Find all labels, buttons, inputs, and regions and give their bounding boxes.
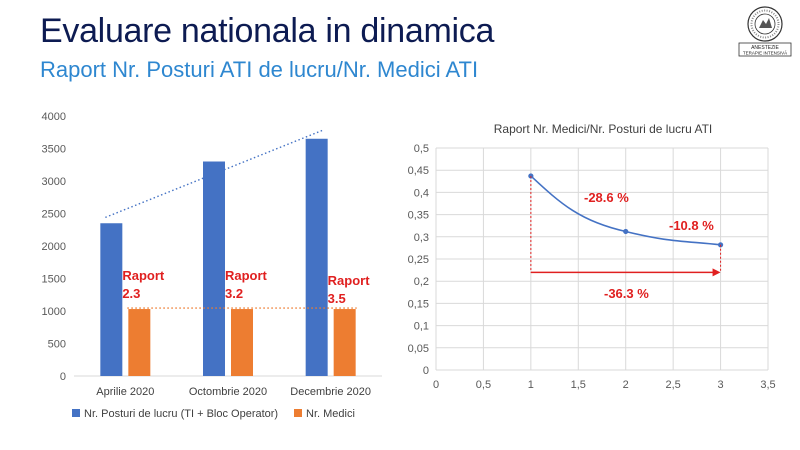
- y-tick-label: 0: [60, 371, 66, 383]
- y-tick-label: 0,5: [414, 143, 429, 155]
- annotation-value: 3.2: [225, 286, 243, 301]
- y-tick-label: 1500: [42, 274, 66, 286]
- arrow-head: [712, 268, 721, 277]
- y-tick-label: 2500: [42, 209, 66, 221]
- x-tick-label: 1: [528, 379, 534, 391]
- y-tick-label: 0,45: [408, 165, 429, 177]
- logo-line1: ANESTEZIE: [751, 45, 779, 51]
- annotation-change-total: -36.3 %: [604, 286, 649, 301]
- society-logo: ANESTEZIE TERAPIE INTENSIVĂ: [738, 6, 792, 57]
- x-tick-label: 3,5: [760, 379, 775, 391]
- bar-posturi: [305, 138, 328, 376]
- y-tick-label: 0,35: [408, 210, 429, 222]
- y-tick-label: 4000: [42, 111, 66, 123]
- y-tick-label: 0,3: [414, 232, 429, 244]
- y-tick-label: 0,25: [408, 254, 429, 266]
- annotation-value: 3.5: [328, 291, 346, 306]
- y-tick-label: 0,05: [408, 343, 429, 355]
- line-chart: Raport Nr. Medici/Nr. Posturi de lucru A…: [408, 122, 776, 391]
- x-tick-label: 1,5: [571, 379, 586, 391]
- legend-label: Nr. Medici: [306, 408, 355, 420]
- annotation-change-2: -10.8 %: [669, 218, 714, 233]
- x-tick-label: 3: [718, 379, 724, 391]
- annotation-change-1: -28.6 %: [584, 190, 629, 205]
- annotation-label: Raport: [225, 268, 268, 283]
- annotation-label: Raport: [122, 268, 165, 283]
- legend-label: Nr. Posturi de lucru (TI + Bloc Operator…: [84, 408, 278, 420]
- slide-title: Evaluare nationala in dinamica: [40, 12, 495, 50]
- y-tick-label: 3500: [42, 144, 66, 156]
- annotation-value: 2.3: [122, 286, 140, 301]
- legend-swatch: [72, 409, 80, 417]
- y-tick-label: 0,2: [414, 276, 429, 288]
- x-tick-label: 0: [433, 379, 439, 391]
- y-tick-label: 0,1: [414, 321, 429, 333]
- data-point: [717, 242, 724, 248]
- y-tick-label: 0,4: [414, 187, 429, 199]
- y-tick-label: 0,15: [408, 298, 429, 310]
- bar-medici: [128, 309, 151, 376]
- data-point: [623, 228, 629, 235]
- y-tick-label: 3000: [42, 176, 66, 188]
- slide-subtitle: Raport Nr. Posturi ATI de lucru/Nr. Medi…: [40, 57, 479, 82]
- line-chart-title: Raport Nr. Medici/Nr. Posturi de lucru A…: [494, 122, 713, 136]
- x-tick-label: 2: [623, 379, 629, 391]
- annotation-label: Raport: [328, 273, 371, 288]
- x-tick-label: 2,5: [665, 379, 680, 391]
- y-tick-label: 1000: [42, 306, 66, 318]
- bar-chart: 0 500 1000 1500 2000 2500 3000 3500 4000 Aprilie …: [42, 111, 382, 420]
- logo-line2: TERAPIE INTENSIVĂ: [743, 50, 787, 56]
- legend-swatch: [294, 409, 302, 417]
- x-tick-label: Octombrie 2020: [189, 386, 267, 398]
- y-tick-label: 0: [423, 365, 429, 377]
- bar-medici: [333, 309, 356, 376]
- y-tick-label: 2000: [42, 241, 66, 253]
- trendline: [105, 129, 323, 219]
- y-tick-label: 500: [48, 339, 66, 351]
- data-point: [528, 173, 534, 179]
- bar-posturi: [203, 161, 225, 376]
- bar-posturi: [100, 223, 123, 376]
- x-tick-label: 0,5: [476, 379, 491, 391]
- bar-medici: [231, 309, 253, 376]
- x-tick-label: Aprilie 2020: [96, 386, 154, 398]
- x-tick-label: Decembrie 2020: [290, 386, 371, 398]
